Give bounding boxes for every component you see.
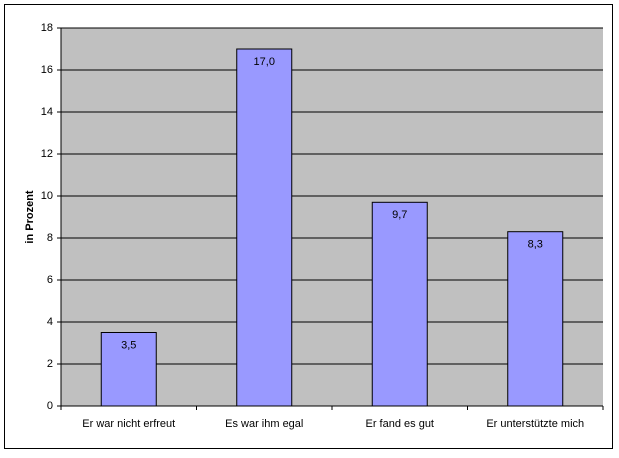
y-tick-label: 6 <box>47 274 53 286</box>
data-label: 9,7 <box>392 209 407 221</box>
x-tick-label: Er fand es gut <box>366 418 435 430</box>
y-tick-label: 4 <box>47 316 53 328</box>
bar <box>100 332 157 407</box>
x-tick-label: Er unterstützte mich <box>486 418 584 430</box>
y-tick-label: 12 <box>41 148 53 160</box>
y-tick-label: 16 <box>41 64 53 76</box>
y-tick-label: 18 <box>41 22 53 34</box>
x-tick-label: Es war ihm egal <box>225 418 303 430</box>
data-label: 8,3 <box>528 239 543 251</box>
y-tick-label: 2 <box>47 358 53 370</box>
y-tick-label: 10 <box>41 190 53 202</box>
y-axis-label: in Prozent <box>24 190 36 244</box>
y-tick-label: 0 <box>47 400 53 412</box>
data-label: 3,5 <box>121 339 136 351</box>
bar <box>507 231 564 407</box>
bar <box>371 201 428 407</box>
x-tick-label: Er war nicht erfreut <box>82 418 175 430</box>
y-tick-label: 8 <box>47 232 53 244</box>
data-label: 17,0 <box>254 56 275 68</box>
y-tick-label: 14 <box>41 106 53 118</box>
bar <box>236 48 293 407</box>
